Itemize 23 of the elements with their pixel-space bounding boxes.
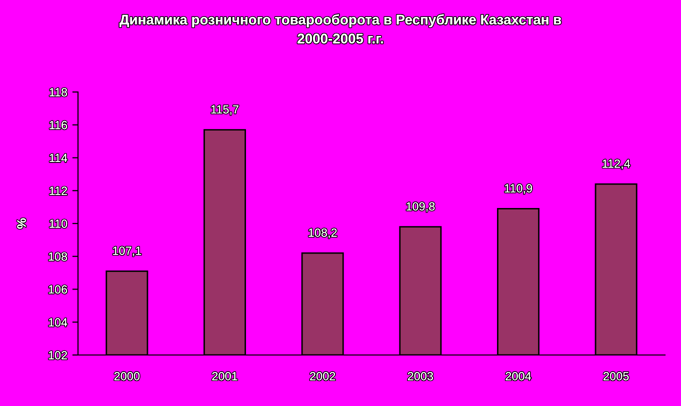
y-tick-label: 118 [50,88,68,96]
chart-title: Динамика розничного товарооборота в Республике Казахстан в 2000-2005 г.г. [120,14,562,44]
y-tick-label: 104 [48,318,68,327]
x-tick-label: 2004 [506,372,532,380]
data-label: 115,7 [211,105,238,115]
data-label: 108,2 [308,228,337,238]
y-tick-label: 114 [50,154,68,162]
x-tick-label: 2000 [114,372,140,380]
x-tick-label: 2005 [604,372,629,380]
x-tick-label: 2003 [408,372,434,380]
y-tick-label: 102 [48,351,67,360]
data-label: 109,8 [406,202,435,212]
x-tick-label: 2002 [310,372,336,380]
y-tick-label: 108 [48,252,68,261]
y-tick-label: 116 [50,120,68,130]
y-tick-label: 106 [48,285,68,294]
x-tick-label: 2001 [212,372,238,380]
data-label: 107,1 [113,246,142,256]
data-label: 112,4 [602,159,630,170]
data-label: 110,9 [504,184,532,194]
y-tick-label: 110 [50,220,68,228]
y-axis-title: % [17,218,26,229]
y-tick-label: 112 [50,186,67,195]
